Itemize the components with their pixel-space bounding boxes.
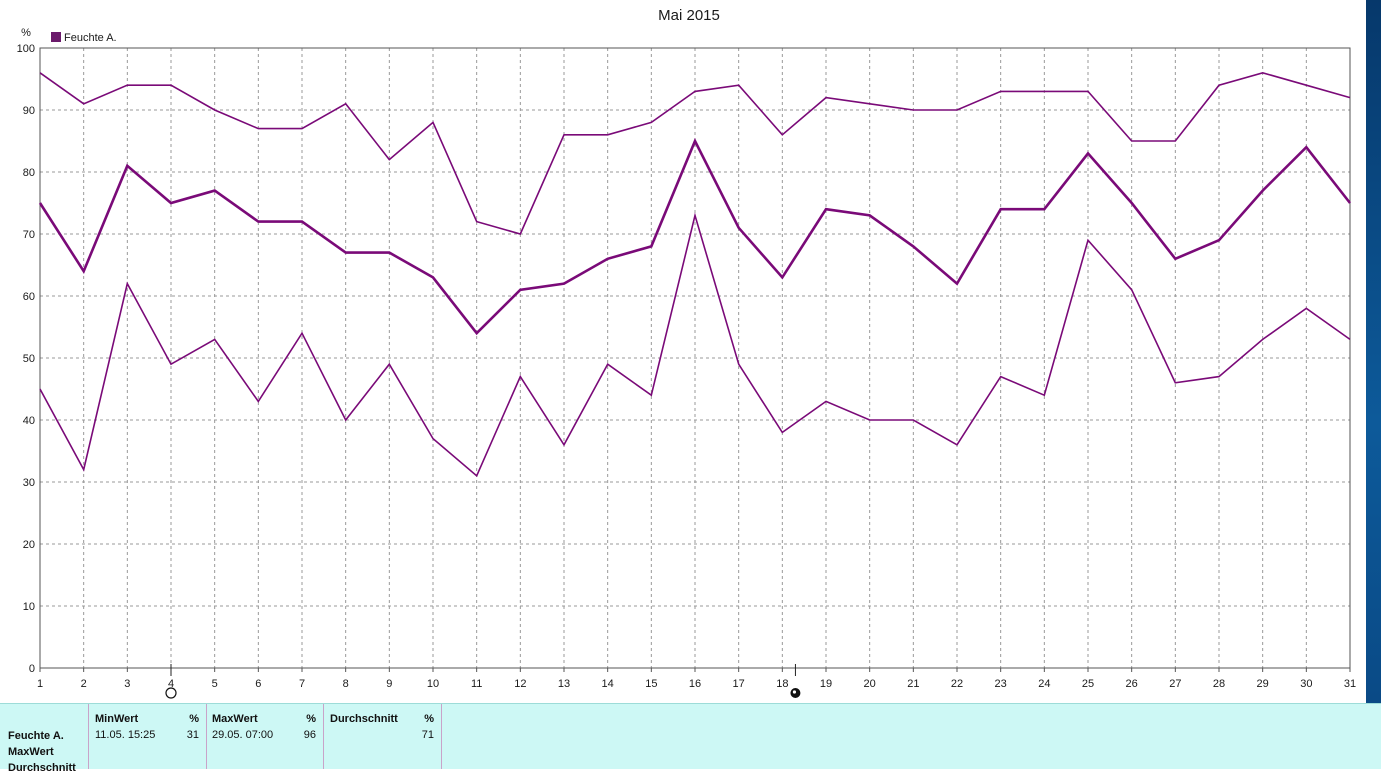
x-tick-label: 27 — [1169, 678, 1181, 690]
series-line-1 — [39, 71, 1351, 235]
legend-color-box — [51, 32, 61, 42]
x-tick-label: 6 — [255, 678, 261, 690]
y-tick-label: 40 — [23, 415, 35, 427]
row-label-durchschnitt: Durchschnitt — [8, 762, 76, 774]
y-tick-label: 100 — [17, 43, 35, 55]
desktop-background — [1366, 0, 1381, 703]
x-tick-label: 2 — [81, 678, 87, 690]
col-value: 31 — [186, 729, 199, 741]
col-unit: % — [424, 713, 434, 725]
x-tick-label: 8 — [343, 678, 349, 690]
x-tick-label: 18 — [776, 678, 788, 690]
x-tick-label: 30 — [1300, 678, 1312, 690]
x-tick-label: 28 — [1213, 678, 1225, 690]
x-tick-label: 21 — [907, 678, 919, 690]
x-tick-label: 24 — [1038, 678, 1050, 690]
x-tick-label: 3 — [124, 678, 130, 690]
col-header: MinWert — [95, 713, 139, 725]
x-tick-label: 13 — [558, 678, 570, 690]
y-tick-label: 50 — [23, 353, 35, 365]
x-tick-label: 20 — [864, 678, 876, 690]
y-axis-unit: % — [21, 27, 31, 39]
col-datetime: 29.05. 07:00 — [212, 729, 274, 741]
humidity-chart: Mai 2015 % Feuchte A. 0 10 20 30 40 50 60 70 80 9… — [17, 7, 1356, 699]
col-unit: % — [306, 713, 316, 725]
row-label-maxwert: MaxWert — [8, 746, 54, 758]
y-tick-label: 90 — [23, 105, 35, 117]
chart-title: Mai 2015 — [658, 7, 720, 24]
new-moon-icon — [165, 687, 177, 699]
col-value: 96 — [303, 729, 316, 741]
y-tick-label: 70 — [23, 229, 35, 241]
y-tick-label: 60 — [23, 291, 35, 303]
statistics-panel: Feuchte A. MaxWert Durchschnitt MinWert … — [0, 703, 1381, 774]
x-tick-label: 19 — [820, 678, 832, 690]
col-header: MaxWert — [212, 713, 258, 725]
x-tick-label: 16 — [689, 678, 701, 690]
stats-row-labels: Feuchte A. MaxWert Durchschnitt — [8, 728, 76, 776]
x-tick-label: 26 — [1126, 678, 1138, 690]
col-header: Durchschnitt — [330, 713, 398, 725]
col-unit: % — [189, 713, 199, 725]
row-label-feuchte: Feuchte A. — [8, 730, 64, 742]
x-tick-label: 25 — [1082, 678, 1094, 690]
y-tick-label: 30 — [23, 477, 35, 489]
x-tick-label: 17 — [733, 678, 745, 690]
col-datetime: 11.05. 15:25 — [95, 729, 156, 741]
x-tick-label: 9 — [386, 678, 392, 690]
window-edge — [1356, 0, 1381, 703]
stats-col-durchschnitt: Durchschnitt % 71 — [324, 704, 442, 769]
x-tick-label: 14 — [602, 678, 614, 690]
legend-entry: Feuchte A. — [64, 32, 117, 44]
y-tick-label: 80 — [23, 167, 35, 179]
x-tick-label: 7 — [299, 678, 305, 690]
series-line-3 — [39, 212, 1351, 478]
x-tick-label: 29 — [1257, 678, 1269, 690]
x-tick-label: 15 — [645, 678, 657, 690]
x-tick-label: 31 — [1344, 678, 1356, 690]
x-tick-label: 5 — [212, 678, 218, 690]
y-tick-label: 20 — [23, 539, 35, 551]
col-value: 71 — [421, 729, 434, 741]
stats-col-minwert: MinWert % 11.05. 15:25 31 — [88, 704, 207, 769]
stats-col-maxwert: MaxWert % 29.05. 07:00 96 — [206, 704, 324, 769]
x-tick-label: 10 — [427, 678, 439, 690]
x-tick-label: 4 — [168, 678, 174, 690]
series-line-2 — [38, 137, 1352, 336]
full-moon-highlight — [792, 690, 797, 694]
x-tick-label: 23 — [995, 678, 1007, 690]
x-tick-label: 11 — [471, 678, 482, 690]
y-tick-label: 10 — [23, 601, 35, 613]
x-tick-label: 1 — [37, 678, 43, 690]
x-tick-label: 12 — [514, 678, 526, 690]
y-tick-label: 0 — [29, 663, 35, 675]
x-tick-label: 22 — [951, 678, 963, 690]
